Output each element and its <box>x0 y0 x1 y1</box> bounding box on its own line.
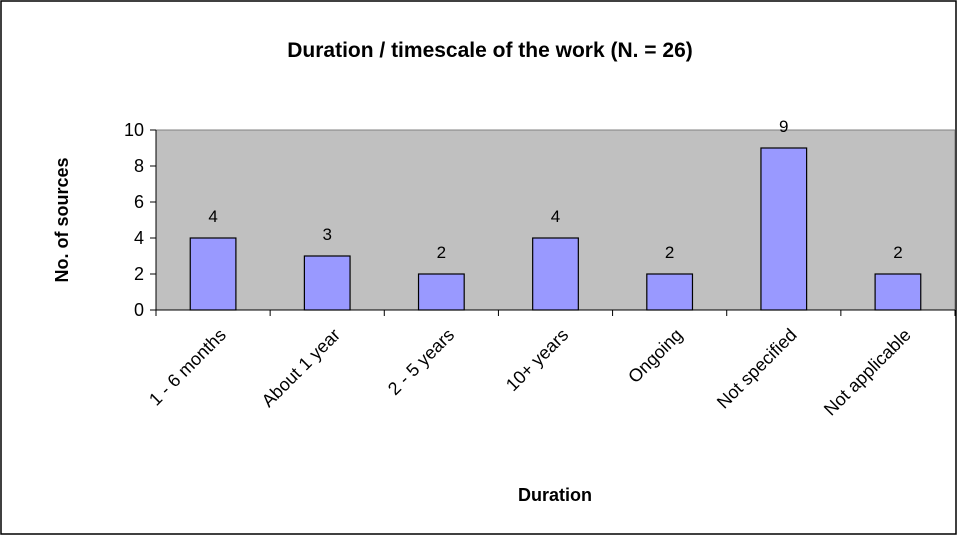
bar <box>532 237 579 311</box>
data-label: 2 <box>893 243 902 262</box>
data-label: 4 <box>551 207 560 226</box>
y-tick-label: 4 <box>134 228 144 248</box>
x-axis-label: Duration <box>518 485 592 505</box>
bar <box>189 237 237 311</box>
bar <box>646 273 694 311</box>
y-tick-label: 2 <box>134 264 144 284</box>
bar <box>760 147 808 311</box>
bar <box>303 255 351 311</box>
y-tick-label: 10 <box>124 120 144 140</box>
data-label: 9 <box>779 117 788 136</box>
bar <box>417 273 465 311</box>
y-tick-label: 0 <box>134 300 144 320</box>
bar <box>874 273 922 311</box>
data-label: 4 <box>208 207 217 226</box>
y-tick-label: 6 <box>134 192 144 212</box>
y-tick-label: 8 <box>134 156 144 176</box>
data-label: 2 <box>665 243 674 262</box>
data-label: 2 <box>437 243 446 262</box>
y-axis-label: No. of sources <box>52 157 72 282</box>
chart-title: Duration / timescale of the work (N. = 2… <box>287 39 693 62</box>
data-label: 3 <box>322 225 331 244</box>
